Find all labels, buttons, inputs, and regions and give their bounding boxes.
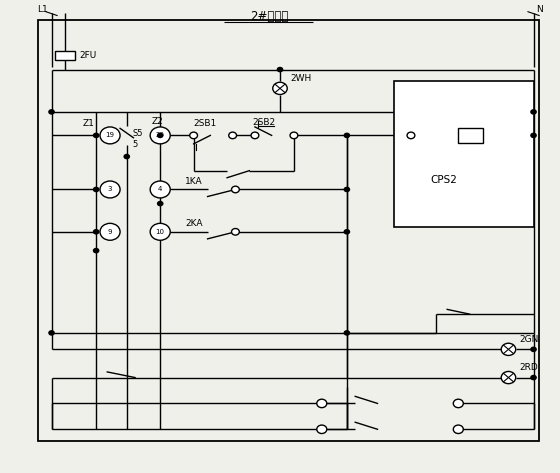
Text: 5: 5: [132, 140, 138, 149]
Circle shape: [100, 223, 120, 240]
Circle shape: [123, 154, 130, 159]
Circle shape: [93, 132, 100, 138]
Circle shape: [501, 343, 516, 356]
Bar: [458, 128, 483, 143]
Text: 10: 10: [156, 229, 165, 235]
Circle shape: [190, 132, 198, 139]
Circle shape: [251, 132, 259, 139]
Circle shape: [48, 109, 55, 115]
Circle shape: [228, 132, 236, 139]
Text: 2RD: 2RD: [520, 363, 538, 372]
Text: N: N: [536, 5, 543, 14]
Text: CPS2: CPS2: [431, 175, 458, 185]
Circle shape: [343, 187, 350, 193]
Text: 2SB2: 2SB2: [252, 118, 276, 127]
Circle shape: [317, 425, 327, 434]
Text: 1KA: 1KA: [185, 176, 203, 185]
Circle shape: [150, 127, 170, 144]
Circle shape: [157, 132, 164, 138]
Text: 19: 19: [105, 132, 115, 139]
Circle shape: [150, 223, 170, 240]
Circle shape: [277, 67, 283, 72]
Circle shape: [530, 109, 537, 115]
Text: 2#泵控制: 2#泵控制: [250, 10, 288, 23]
Text: 2GN: 2GN: [520, 334, 539, 343]
Circle shape: [157, 201, 164, 206]
Circle shape: [93, 187, 100, 193]
Circle shape: [530, 347, 537, 352]
Circle shape: [231, 228, 239, 235]
Bar: [55, 51, 76, 60]
Circle shape: [343, 132, 350, 138]
Text: 2KA: 2KA: [185, 219, 203, 228]
Bar: [394, 81, 534, 227]
Circle shape: [530, 375, 537, 380]
Text: Z1: Z1: [82, 119, 94, 128]
Circle shape: [273, 82, 287, 95]
Circle shape: [343, 229, 350, 235]
Text: 20: 20: [156, 132, 165, 139]
Circle shape: [100, 181, 120, 198]
Text: L1: L1: [38, 5, 48, 14]
Circle shape: [501, 371, 516, 384]
Circle shape: [317, 399, 327, 408]
Text: 2FU: 2FU: [80, 51, 97, 60]
Text: S5: S5: [132, 129, 143, 138]
Circle shape: [453, 425, 463, 434]
Circle shape: [150, 181, 170, 198]
Text: 9: 9: [108, 229, 113, 235]
Circle shape: [530, 132, 537, 138]
Circle shape: [93, 248, 100, 254]
Circle shape: [93, 229, 100, 235]
Circle shape: [231, 186, 239, 193]
Circle shape: [453, 399, 463, 408]
Circle shape: [343, 330, 350, 336]
Circle shape: [48, 330, 55, 336]
Bar: [38, 20, 539, 441]
Text: 2SB1: 2SB1: [194, 119, 217, 128]
Text: 4: 4: [158, 186, 162, 193]
Text: Z2: Z2: [152, 117, 164, 126]
Circle shape: [290, 132, 298, 139]
Text: 3: 3: [108, 186, 113, 193]
Text: 2WH: 2WH: [290, 73, 311, 82]
Circle shape: [100, 127, 120, 144]
Circle shape: [407, 132, 415, 139]
